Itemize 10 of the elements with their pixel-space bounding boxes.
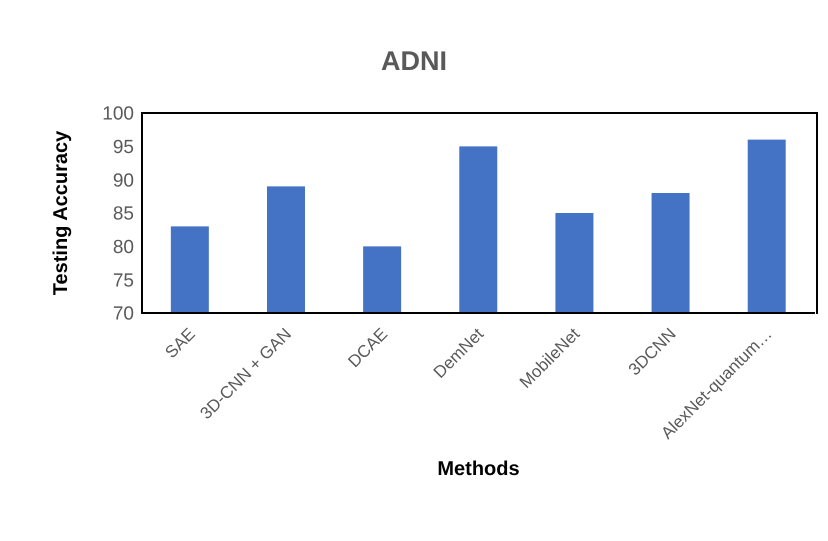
y-tick-label: 70 bbox=[112, 304, 134, 325]
y-axis-title: Testing Accuracy bbox=[50, 130, 72, 296]
x-axis-title: Methods bbox=[437, 458, 520, 480]
y-tick-label: 90 bbox=[112, 170, 134, 192]
y-tick-label: 95 bbox=[112, 137, 134, 158]
y-tick-label: 75 bbox=[112, 270, 134, 292]
y-tick-label: 85 bbox=[112, 204, 134, 225]
y-tick-label: 80 bbox=[112, 237, 134, 258]
y-tick-label: 100 bbox=[102, 104, 134, 125]
chart-title: ADNI bbox=[380, 46, 448, 77]
